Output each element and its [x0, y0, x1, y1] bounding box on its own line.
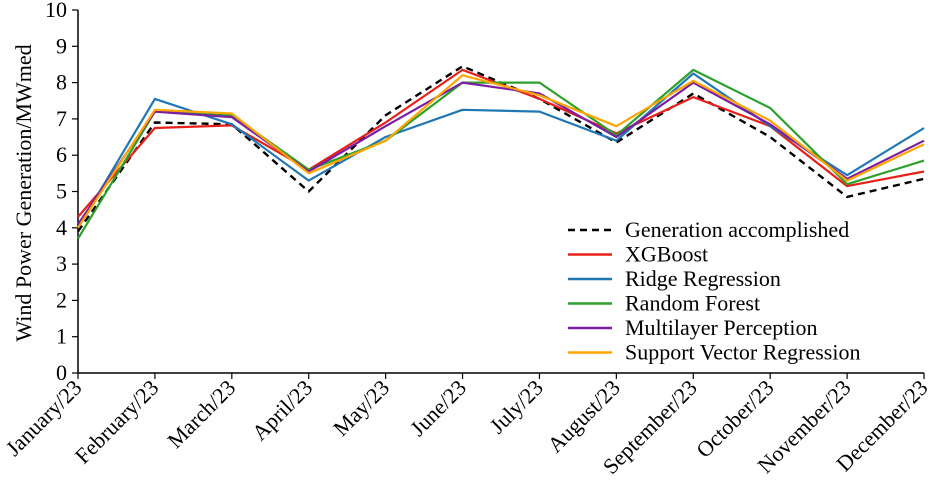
- y-tick-label: 0: [56, 360, 67, 385]
- y-axis-title: Wind Power Generation/MWmed: [11, 44, 36, 341]
- legend-label: XGBoost: [625, 242, 708, 267]
- series-line-random-forest: [77, 68, 925, 240]
- series-line-support-vector-regression: [77, 74, 925, 229]
- y-tick-label: 3: [56, 251, 67, 276]
- legend-label: Generation accomplished: [625, 217, 849, 242]
- legend-label: Random Forest: [625, 291, 760, 316]
- legend-label: Ridge Regression: [625, 266, 781, 291]
- y-tick-label: 8: [56, 70, 67, 95]
- x-tick-label: July/23: [484, 375, 547, 438]
- y-tick-label: 9: [56, 33, 67, 58]
- y-tick-label: 2: [56, 287, 67, 312]
- x-tick-label: June/23: [405, 375, 471, 441]
- series-line-generation-accomplished: [77, 65, 925, 233]
- y-tick-label: 5: [56, 179, 67, 204]
- x-tick-label: May/23: [328, 375, 394, 441]
- series-line-multilayer-perception: [77, 81, 925, 225]
- y-axis-ticks: 0 1 2 3 4 5 6 7 8 9 10: [45, 0, 78, 385]
- x-tick-label: August/23: [542, 375, 625, 458]
- x-tick-label: April/23: [247, 375, 317, 445]
- y-tick-label: 10: [45, 0, 67, 22]
- y-tick-label: 6: [56, 142, 67, 167]
- series-line-ridge-regression: [77, 72, 925, 229]
- legend-label: Support Vector Regression: [625, 340, 860, 365]
- series-lines: [77, 65, 925, 240]
- y-tick-label: 1: [56, 324, 67, 349]
- y-tick-label: 4: [56, 215, 67, 240]
- y-tick-label: 7: [56, 106, 67, 131]
- legend-label: Multilayer Perception: [625, 315, 817, 340]
- x-tick-label: February/23: [70, 375, 164, 469]
- x-tick-label: March/23: [162, 375, 240, 453]
